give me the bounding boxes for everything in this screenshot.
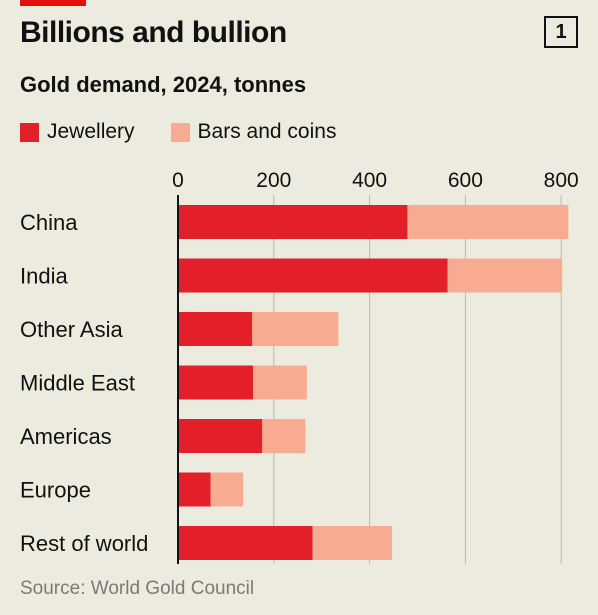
bar-jewellery-china bbox=[178, 205, 408, 239]
category-label-middle-east: Middle East bbox=[20, 371, 135, 396]
bar-bars-and-coins-other-asia bbox=[252, 312, 339, 346]
category-label-china: China bbox=[20, 210, 78, 235]
x-tick-label-600: 600 bbox=[448, 169, 483, 192]
x-tick-label-0: 0 bbox=[172, 169, 184, 192]
legend-item-bars-and-coins: Bars and coins bbox=[170, 120, 337, 144]
legend-swatch-bars-and-coins bbox=[170, 122, 190, 142]
chart-number-badge: 1 bbox=[544, 16, 578, 48]
chart-legend: Jewellery Bars and coins bbox=[20, 120, 372, 144]
x-tick-label-200: 200 bbox=[256, 169, 291, 192]
bar-bars-and-coins-middle-east bbox=[253, 365, 307, 400]
chart-subtitle: Gold demand, 2024, tonnes bbox=[20, 72, 307, 97]
chart-title: Billions and bullion bbox=[20, 16, 287, 49]
legend-swatch-jewellery bbox=[20, 122, 39, 142]
bar-bars-and-coins-india bbox=[447, 258, 563, 293]
bar-bars-and-coins-europe bbox=[210, 472, 244, 507]
legend-label-jewellery: Jewellery bbox=[47, 120, 135, 143]
bar-jewellery-india bbox=[178, 258, 448, 293]
bar-bars-and-coins-americas bbox=[262, 419, 306, 453]
category-label-india: India bbox=[20, 264, 68, 289]
x-tick-label-800: 800 bbox=[544, 169, 579, 192]
legend-label-bars-and-coins: Bars and coins bbox=[197, 120, 337, 143]
bar-jewellery-europe bbox=[178, 472, 211, 507]
bar-bars-and-coins-rest-of-world bbox=[312, 526, 393, 560]
source-note: Source: World Gold Council bbox=[20, 578, 255, 599]
category-label-europe: Europe bbox=[20, 478, 91, 503]
bar-jewellery-rest-of-world bbox=[178, 526, 313, 560]
brand-accent-bar bbox=[20, 0, 86, 6]
category-label-americas: Americas bbox=[20, 424, 112, 449]
bar-jewellery-americas bbox=[178, 419, 263, 453]
bar-bars-and-coins-china bbox=[407, 205, 569, 239]
legend-item-jewellery: Jewellery bbox=[20, 120, 135, 144]
x-tick-label-400: 400 bbox=[352, 169, 387, 192]
category-label-rest-of-world: Rest of world bbox=[20, 531, 148, 556]
category-label-other-asia: Other Asia bbox=[20, 317, 123, 342]
bar-jewellery-middle-east bbox=[178, 365, 254, 400]
bar-jewellery-other-asia bbox=[178, 312, 253, 346]
